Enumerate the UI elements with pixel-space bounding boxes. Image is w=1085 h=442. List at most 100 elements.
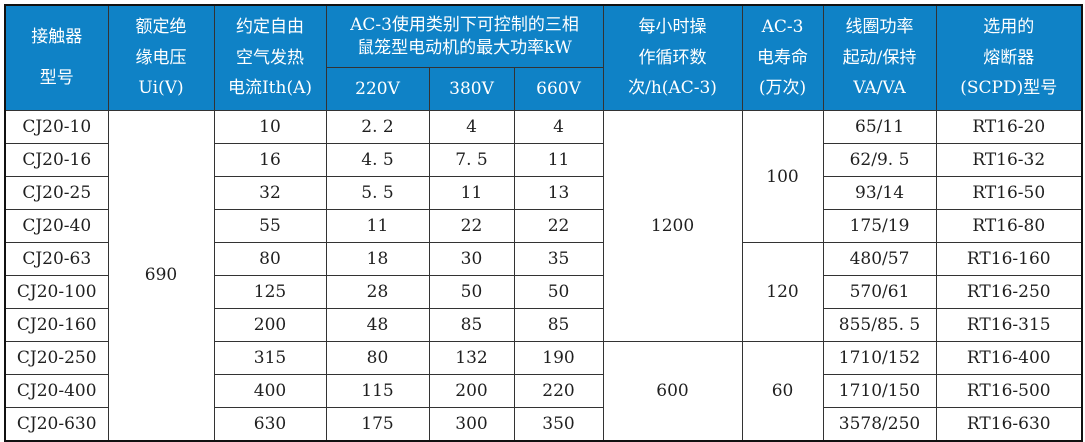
cell-cycles-merged: 600 [602,341,743,441]
cell-fuse: RT16-630 [935,407,1083,441]
cell-p220: 80 [325,341,430,375]
cell-p380: 200 [428,374,515,408]
cell-model: CJ20-100 [4,275,109,309]
header-life-line1: AC-3 [761,16,804,37]
cell-model: CJ20-630 [4,407,109,441]
table-row: CJ20-400 400 115 200 220 1710/150 RT16-5… [4,374,1083,408]
cell-p220: 28 [325,275,430,309]
cell-model: CJ20-250 [4,341,109,375]
cell-p380: 30 [428,242,515,276]
header-coil-line1: 线圈功率 [845,16,914,37]
header-coil-power: 线圈功率 起动/保持 VA/VA [822,4,937,111]
cell-p380: 132 [428,341,515,375]
cell-p660: 50 [513,275,604,309]
header-ith-line2: 空气发热 [236,47,304,68]
cell-p220: 115 [325,374,430,408]
table-row: CJ20-25 32 5. 5 11 13 93/14 RT16-50 [4,176,1083,210]
header-fuse-line2: 熔断器 [983,47,1035,68]
cell-fuse: RT16-20 [935,110,1083,144]
cell-fuse: RT16-160 [935,242,1083,276]
cell-p380: 22 [428,209,515,243]
cell-ith: 125 [213,275,327,309]
header-ui-line2: 缘电压 [135,47,187,68]
header-fuse-type: 选用的 熔断器 (SCPD)型号 [935,4,1083,111]
cell-ith: 630 [213,407,327,441]
table-header: 接触器 型号 额定绝 缘电压 Ui(V) 约定自由 空气发热 电流Ith(A) [4,4,1083,111]
header-cycles-line1: 每小时操 [638,16,707,37]
cell-fuse: RT16-250 [935,275,1083,309]
header-ui-line1: 额定绝 [135,16,187,37]
cell-coil: 1710/150 [822,374,937,408]
header-model-line2: 型号 [39,68,74,89]
header-220v: 220V [325,67,430,111]
cell-coil: 3578/250 [822,407,937,441]
table-row: CJ20-10 690 10 2. 2 4 4 1200 100 65/11 R… [4,110,1083,441]
cell-ith: 400 [213,374,327,408]
header-660v: 660V [513,67,604,111]
header-electrical-life: AC-3 电寿命 (万次) [741,4,824,111]
cell-coil: 570/61 [822,275,937,309]
header-cycles-line2: 作循环数 [638,47,707,68]
header-model: 接触器 型号 [4,4,109,111]
cell-model: CJ20-10 [4,110,109,144]
cell-p220: 175 [325,407,430,441]
header-ith-line1: 约定自由 [236,16,304,37]
table-row: CJ20-630 630 175 300 350 3578/250 RT16-6… [4,407,1083,441]
cell-p660: 4 [513,110,604,144]
cell-p660: 13 [513,176,604,210]
cell-coil: 855/85. 5 [822,308,937,342]
header-ac3-max-power: AC-3使用类别下可控制的三相 鼠笼型电动机的最大功率kW [325,4,604,69]
cell-model: CJ20-40 [4,209,109,243]
cell-life-merged: 120 [741,242,824,342]
contactor-spec-table: 接触器 型号 额定绝 缘电压 Ui(V) 约定自由 空气发热 电流Ith(A) [4,4,1084,442]
cell-fuse: RT16-500 [935,374,1083,408]
cell-p380: 11 [428,176,515,210]
cell-ith: 16 [213,143,327,177]
cell-p380: 7. 5 [428,143,515,177]
cell-fuse: RT16-315 [935,308,1083,342]
cell-coil: 175/19 [822,209,937,243]
cell-p380: 4 [428,110,515,144]
cell-fuse: RT16-400 [935,341,1083,375]
cell-p660: 220 [513,374,604,408]
cell-ith: 55 [213,209,327,243]
header-life-line2: 电寿命 [757,47,809,68]
header-life-line3: (万次) [758,78,807,99]
header-ac3-line2: 鼠笼型电动机的最大功率kW [357,38,572,59]
header-ui-line3: Ui(V) [138,78,184,99]
cell-p380: 85 [428,308,515,342]
cell-life-merged: 60 [741,341,824,441]
table-row: CJ20-63 80 18 30 35 120 480/57 RT16-160 [4,242,1083,342]
table-row: CJ20-100 125 28 50 50 570/61 RT16-250 [4,275,1083,309]
table-body: CJ20-10 690 10 2. 2 4 4 1200 100 65/11 R… [4,110,1083,441]
header-fuse-line1: 选用的 [983,16,1035,37]
cell-fuse: RT16-50 [935,176,1083,210]
cell-model: CJ20-25 [4,176,109,210]
cell-p660: 85 [513,308,604,342]
header-model-line1: 接触器 [31,27,83,48]
cell-life-merged: 100 [741,110,824,243]
cell-p660: 22 [513,209,604,243]
cell-ith: 10 [213,110,327,144]
table-row: CJ20-16 16 4. 5 7. 5 11 62/9. 5 RT16-32 [4,143,1083,177]
cell-ui-merged: 690 [107,110,215,441]
cell-p220: 4. 5 [325,143,430,177]
header-cycles-line3: 次/h(AC-3) [628,78,717,99]
header-fuse-line3: (SCPD)型号 [960,78,1058,99]
cell-ith: 32 [213,176,327,210]
cell-p380: 50 [428,275,515,309]
cell-p220: 48 [325,308,430,342]
header-380v: 380V [428,67,515,111]
header-ith-line3: 电流Ith(A) [227,78,313,99]
header-thermal-current: 约定自由 空气发热 电流Ith(A) [213,4,327,111]
cell-p220: 2. 2 [325,110,430,144]
cell-coil: 65/11 [822,110,937,144]
cell-model: CJ20-160 [4,308,109,342]
cell-p220: 11 [325,209,430,243]
cell-model: CJ20-63 [4,242,109,276]
cell-p380: 300 [428,407,515,441]
cell-ith: 200 [213,308,327,342]
cell-p660: 35 [513,242,604,276]
header-coil-line3: VA/VA [853,78,906,99]
